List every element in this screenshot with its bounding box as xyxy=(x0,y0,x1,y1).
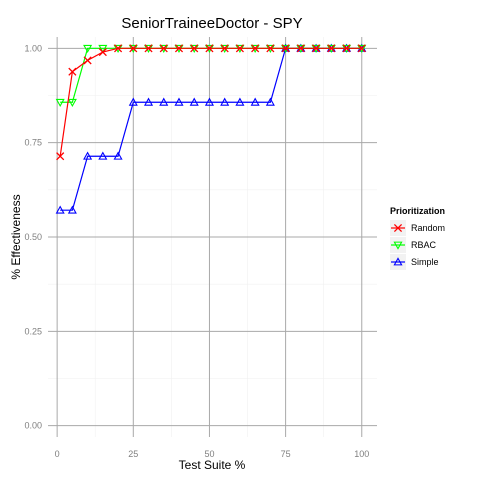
data-point xyxy=(235,44,244,53)
data-point xyxy=(114,44,123,53)
data-point xyxy=(129,44,138,53)
data-point xyxy=(205,44,214,53)
legend-label: RBAC xyxy=(411,240,437,250)
data-point xyxy=(98,151,108,160)
data-point xyxy=(98,44,108,54)
data-point xyxy=(128,97,138,106)
data-point xyxy=(189,97,199,106)
data-point xyxy=(159,44,168,53)
data-point xyxy=(83,44,93,54)
data-point xyxy=(144,44,153,53)
x-tick-label: 75 xyxy=(281,449,291,459)
legend-label: Random xyxy=(411,223,445,233)
data-point xyxy=(204,97,214,106)
x-tick-label: 25 xyxy=(128,449,138,459)
data-point xyxy=(174,44,184,53)
data-point xyxy=(393,241,403,250)
data-point xyxy=(113,151,123,160)
legend-title: Prioritization xyxy=(390,206,445,216)
y-tick-label: 0.25 xyxy=(24,326,42,336)
data-point xyxy=(220,97,230,106)
chart-title: SeniorTraineeDoctor - SPY xyxy=(121,15,302,32)
data-point xyxy=(220,44,229,53)
legend: Prioritization Random RBAC Simple xyxy=(390,206,445,270)
data-point xyxy=(357,44,366,53)
data-point xyxy=(312,44,321,53)
y-tick-label: 1.00 xyxy=(24,43,42,53)
data-point xyxy=(83,56,92,65)
data-point xyxy=(190,44,199,53)
data-point xyxy=(67,98,77,108)
y-axis-label: % Effectiveness xyxy=(9,194,23,279)
legend-label: Simple xyxy=(411,257,439,267)
data-point xyxy=(159,97,169,106)
data-point xyxy=(296,44,305,53)
x-axis-label: Test Suite % xyxy=(179,458,246,472)
plot-area: 0 25 50 75 100 0.00 0.25 0.50 0.75 1.00 xyxy=(24,37,377,459)
data-point xyxy=(265,97,275,106)
data-point xyxy=(83,151,93,160)
data-point xyxy=(68,67,77,76)
data-point xyxy=(393,223,403,233)
y-tick-label: 0.75 xyxy=(24,138,42,148)
data-point xyxy=(55,98,65,108)
data-point xyxy=(393,257,403,266)
data-point xyxy=(251,44,260,53)
data-point xyxy=(342,44,351,53)
y-tick-label: 0.00 xyxy=(24,421,42,431)
x-tick-label: 0 xyxy=(55,449,60,459)
data-point xyxy=(98,48,107,57)
data-point xyxy=(56,152,65,161)
data-point xyxy=(235,97,245,106)
data-point xyxy=(266,44,275,53)
data-point xyxy=(327,44,336,53)
data-point xyxy=(281,44,290,53)
data-point xyxy=(250,97,260,106)
data-point xyxy=(67,205,77,214)
data-point xyxy=(55,205,65,214)
x-tick-label: 100 xyxy=(354,449,369,459)
y-tick-label: 0.50 xyxy=(24,232,42,242)
x-tick-label: 50 xyxy=(204,449,214,459)
data-point xyxy=(174,97,184,106)
data-point xyxy=(143,97,154,106)
